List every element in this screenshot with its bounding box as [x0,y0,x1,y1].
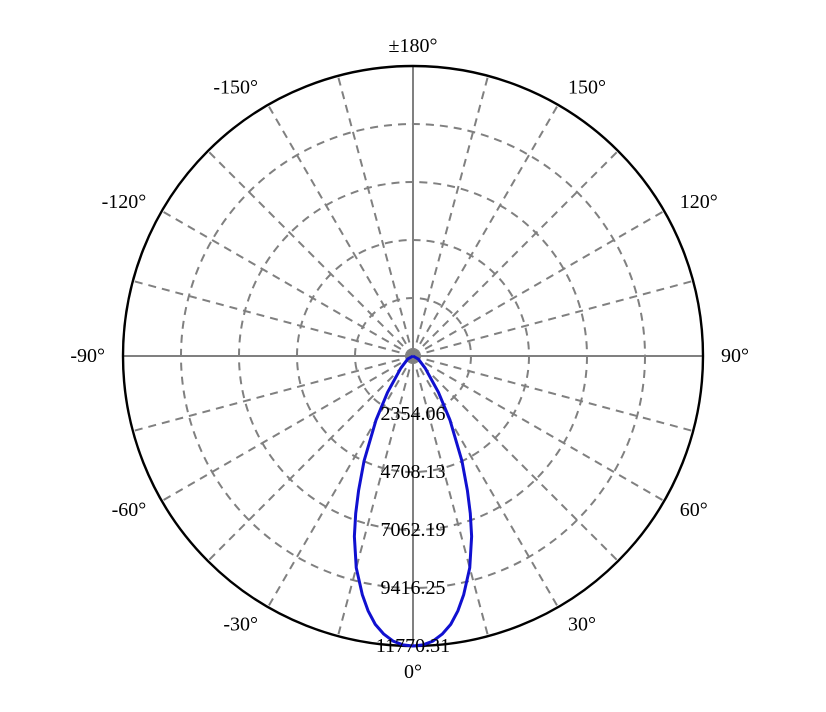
radial-tick-label: 9416.25 [381,577,446,599]
angle-tick-label: 0° [404,661,422,683]
angle-tick-label: -30° [223,613,258,635]
grid-spoke [413,105,558,356]
angle-tick-label: 150° [568,77,606,99]
angle-tick-label: -120° [102,191,147,213]
grid-spoke [133,356,413,431]
grid-spoke [413,281,693,356]
angle-tick-label: -90° [70,345,105,367]
angle-tick-label: -60° [112,499,147,521]
grid-spoke [413,356,693,431]
angle-tick-label: -150° [213,77,258,99]
radial-tick-label: 4708.13 [381,461,446,483]
angle-tick-label: 30° [568,613,596,635]
grid-spoke [413,211,664,356]
grid-spoke [413,76,488,356]
radial-tick-label: 11770.31 [376,635,450,657]
radial-tick-label: 2354.06 [381,403,446,425]
angle-tick-label: 120° [680,191,718,213]
grid-spoke [338,76,413,356]
radial-tick-label: 7062.19 [381,519,446,541]
grid-spoke [268,105,413,356]
angle-tick-label: 90° [721,345,749,367]
grid-spoke [162,211,413,356]
angle-tick-label: 60° [680,499,708,521]
grid-spoke [413,356,664,501]
polar-chart: 2354.06 4708.13 7062.19 9416.25 11770.31 ±18… [0,0,826,712]
grid-spoke [208,151,413,356]
grid-spoke [162,356,413,501]
angle-tick-label: ±180° [389,35,438,57]
grid-spoke [133,281,413,356]
grid-spoke [413,151,618,356]
